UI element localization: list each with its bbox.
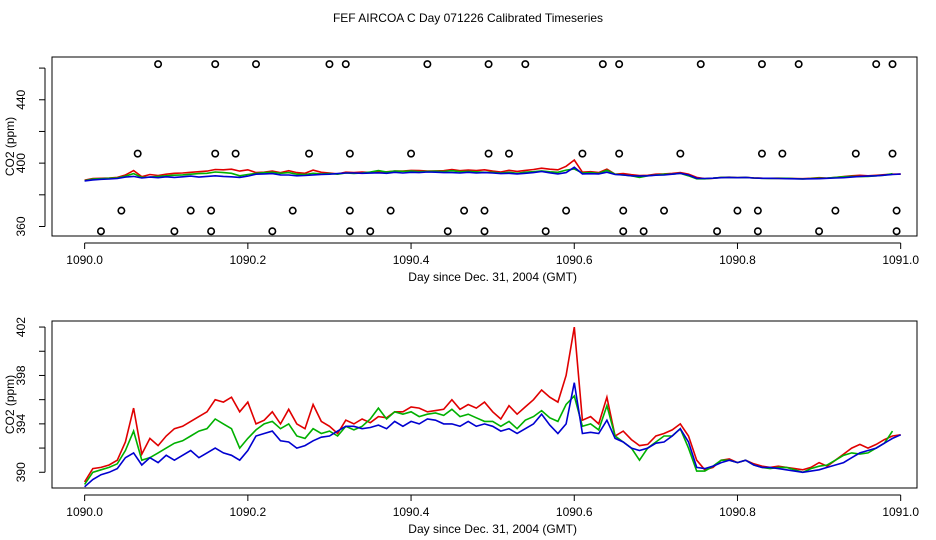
bottom-y-tick-label: 398 [14, 365, 28, 385]
bottom-x-tick-label: 1090.8 [719, 505, 756, 519]
calibration-point [815, 227, 824, 236]
calibration-point [872, 60, 881, 69]
bottom-plot-frame [51, 320, 918, 489]
calibration-point [757, 149, 766, 158]
bottom-x-tick-label: 1090.0 [66, 505, 103, 519]
calibration-point [892, 206, 901, 215]
calibration-point [252, 60, 261, 69]
top-x-tick-label: 1090.2 [229, 253, 266, 267]
calibration-point [892, 227, 901, 236]
calibration-point [778, 149, 787, 158]
top-y-tick-label: 440 [14, 89, 28, 109]
calibration-point [423, 60, 432, 69]
calibration-point [615, 149, 624, 158]
bottom-y-tick-label: 394 [14, 414, 28, 434]
calibration-point [484, 60, 493, 69]
top-panel-xlabel: Day since Dec. 31, 2004 (GMT) [408, 270, 577, 284]
top-series-blue-line [84, 166, 901, 182]
calibration-point [305, 149, 314, 158]
bottom-series-red-line [83, 326, 901, 483]
calibration-point [231, 149, 240, 158]
calibration-point [211, 60, 220, 69]
calibration-point [660, 206, 669, 215]
calibration-point [211, 149, 220, 158]
calibration-point [186, 206, 195, 215]
figure-title: FEF AIRCOA C Day 071226 Calibrated Times… [333, 11, 603, 25]
calibration-point [133, 149, 142, 158]
bottom-panel-xlabel: Day since Dec. 31, 2004 (GMT) [408, 522, 577, 536]
calibration-point [888, 149, 897, 158]
calibration-point [753, 206, 762, 215]
calibration-point [484, 149, 493, 158]
top-x-tick-label: 1090.8 [719, 253, 756, 267]
calibration-point [713, 227, 722, 236]
calibration-point [207, 206, 216, 215]
calibration-point [386, 206, 395, 215]
bottom-x-tick-label: 1090.4 [393, 505, 430, 519]
calibration-point [578, 149, 587, 158]
calibration-point [288, 206, 297, 215]
calibration-point [753, 227, 762, 236]
calibration-point [851, 149, 860, 158]
top-panel: CO2 (ppm) Day since Dec. 31, 2004 (GMT) … [3, 56, 919, 284]
calibration-point [598, 60, 607, 69]
calibration-point [541, 227, 550, 236]
calibration-point [888, 60, 897, 69]
calibration-point [619, 227, 628, 236]
calibration-point [794, 60, 803, 69]
calibration-point [521, 60, 530, 69]
bottom-series-blue-line [84, 382, 902, 488]
bottom-panel-ylabel: CO2 (ppm) [3, 375, 17, 434]
calibration-point [504, 149, 513, 158]
calibration-point [154, 60, 163, 69]
top-y-tick-label: 400 [14, 153, 28, 173]
calibration-point [207, 227, 216, 236]
calibration-point [562, 206, 571, 215]
calibration-point [366, 227, 375, 236]
calibration-point [480, 227, 489, 236]
top-panel-ylabel: CO2 (ppm) [3, 117, 17, 176]
calibration-point [676, 149, 685, 158]
calibration-point [341, 60, 350, 69]
calibration-point [831, 206, 840, 215]
calibration-point [619, 206, 628, 215]
calibration-point [615, 60, 624, 69]
calibration-point [733, 206, 742, 215]
bottom-y-tick-label: 402 [14, 317, 28, 337]
bottom-panel: CO2 (ppm) Day since Dec. 31, 2004 (GMT) … [3, 317, 919, 536]
calibration-point [268, 227, 277, 236]
top-x-tick-label: 1090.6 [556, 253, 593, 267]
calibration-point [696, 60, 705, 69]
top-plot-frame [51, 56, 918, 237]
calibration-point [170, 227, 179, 236]
top-y-tick-label: 360 [14, 216, 28, 236]
calibration-point [460, 206, 469, 215]
calibration-point [345, 227, 354, 236]
calibration-point [325, 60, 334, 69]
calibration-point [443, 227, 452, 236]
calibration-point [480, 206, 489, 215]
calibration-point [757, 60, 766, 69]
top-x-tick-label: 1090.0 [66, 253, 103, 267]
calibration-point [639, 227, 648, 236]
calibration-point [345, 206, 354, 215]
calibration-point [407, 149, 416, 158]
bottom-series-green-line [83, 394, 894, 485]
bottom-y-tick-label: 390 [14, 462, 28, 482]
top-x-tick-label: 1090.4 [393, 253, 430, 267]
top-x-tick-label: 1091.0 [882, 253, 919, 267]
bottom-x-tick-label: 1091.0 [882, 505, 919, 519]
bottom-x-tick-label: 1090.2 [229, 505, 266, 519]
calibration-point [345, 149, 354, 158]
calibration-point [117, 206, 126, 215]
bottom-x-tick-label: 1090.6 [556, 505, 593, 519]
calibration-point [96, 227, 105, 236]
